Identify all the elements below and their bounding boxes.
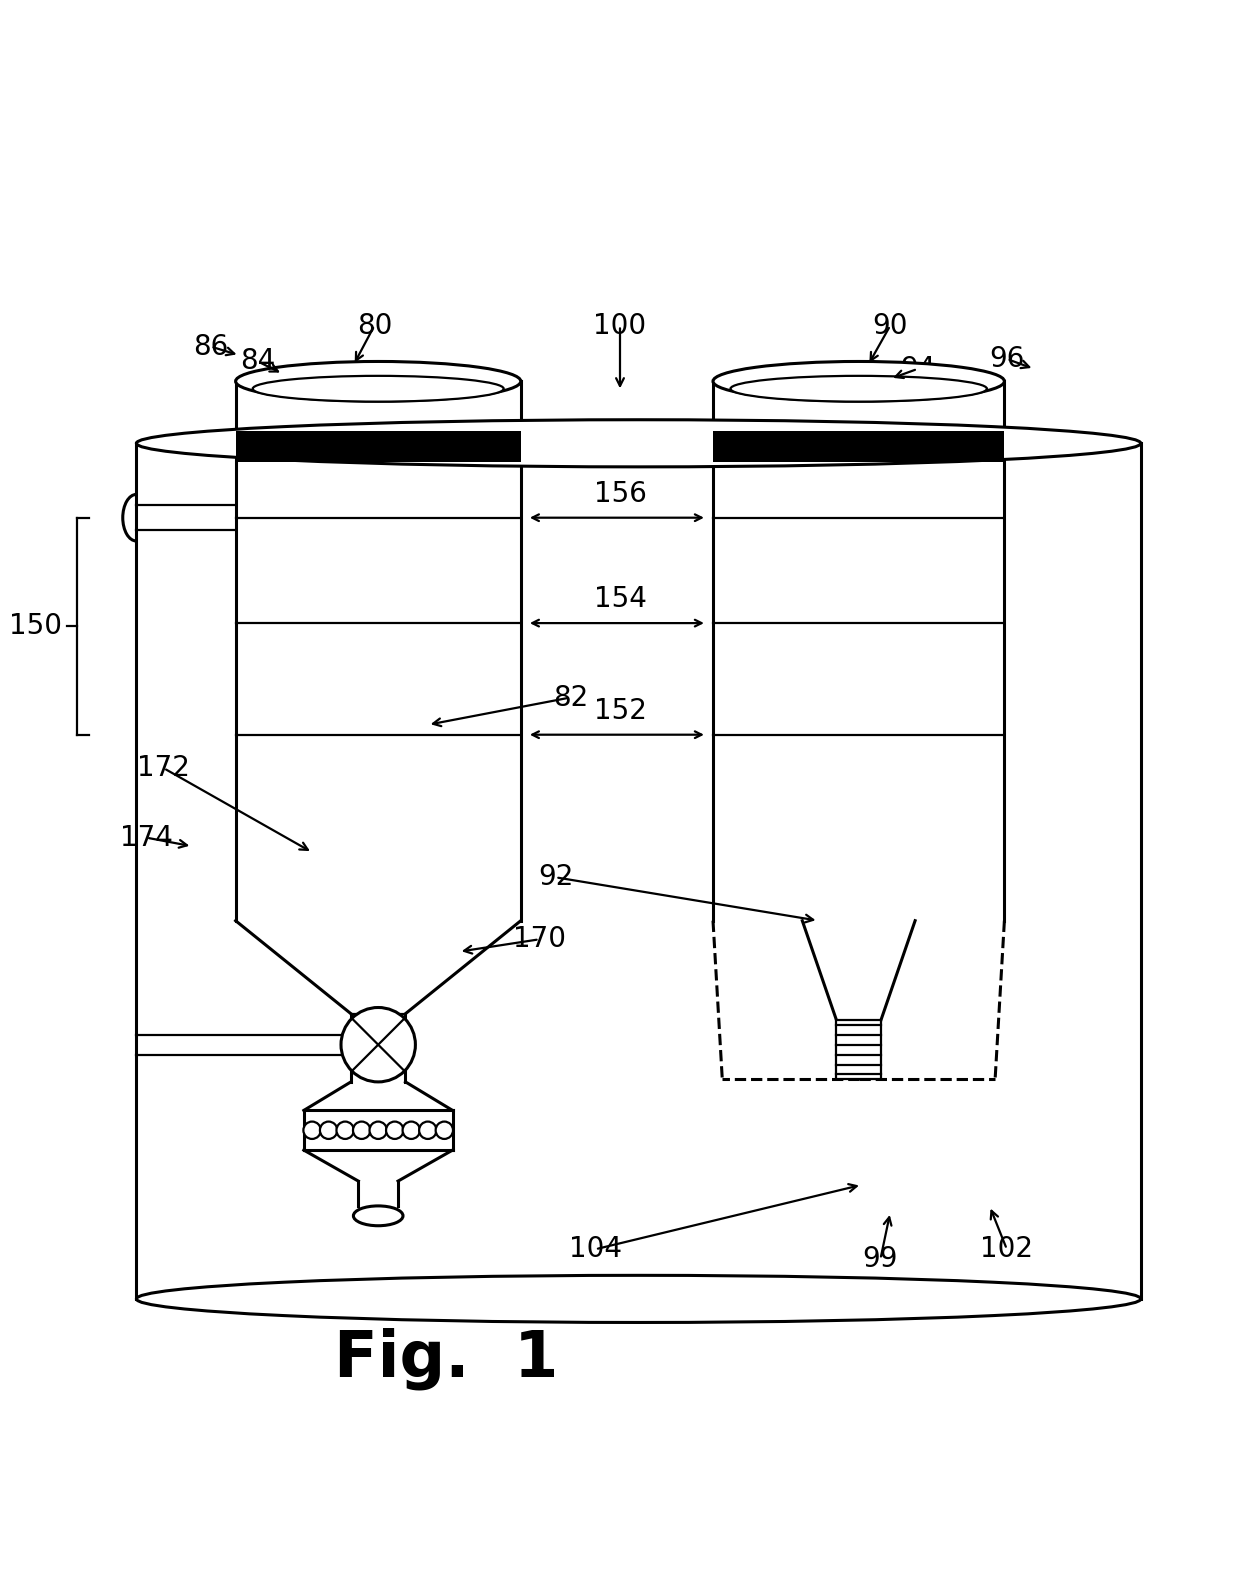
Circle shape <box>320 1121 337 1138</box>
Circle shape <box>304 1121 321 1138</box>
Circle shape <box>403 1121 420 1138</box>
Circle shape <box>419 1121 436 1138</box>
Circle shape <box>353 1121 371 1138</box>
Bar <box>713 432 1004 462</box>
Text: 92: 92 <box>538 863 573 892</box>
Text: 96: 96 <box>990 345 1024 373</box>
Text: 170: 170 <box>513 925 565 953</box>
Ellipse shape <box>713 362 1004 402</box>
Bar <box>236 432 521 462</box>
Text: 99: 99 <box>863 1246 898 1273</box>
Ellipse shape <box>236 362 521 402</box>
Text: 104: 104 <box>569 1235 621 1263</box>
Text: 102: 102 <box>981 1235 1033 1263</box>
Text: 152: 152 <box>594 697 646 724</box>
Text: 172: 172 <box>138 754 190 783</box>
Circle shape <box>435 1121 453 1138</box>
Text: 90: 90 <box>873 311 908 340</box>
Ellipse shape <box>253 376 503 402</box>
Text: 156: 156 <box>594 479 646 508</box>
Circle shape <box>341 1007 415 1081</box>
Text: 150: 150 <box>9 612 62 640</box>
Text: 82: 82 <box>553 683 588 711</box>
Ellipse shape <box>353 1206 403 1225</box>
Circle shape <box>370 1121 387 1138</box>
Text: 100: 100 <box>594 311 646 340</box>
Ellipse shape <box>136 1276 1141 1322</box>
Text: Fig.  1: Fig. 1 <box>335 1326 558 1390</box>
Text: 154: 154 <box>594 585 646 613</box>
Circle shape <box>336 1121 353 1138</box>
Bar <box>836 1020 880 1080</box>
Text: 84: 84 <box>241 348 275 375</box>
Circle shape <box>386 1121 403 1138</box>
Text: 86: 86 <box>193 332 228 360</box>
Text: 94: 94 <box>900 354 935 383</box>
Ellipse shape <box>136 419 1141 466</box>
Ellipse shape <box>730 376 987 402</box>
Text: 174: 174 <box>120 824 172 852</box>
Text: 80: 80 <box>357 311 392 340</box>
